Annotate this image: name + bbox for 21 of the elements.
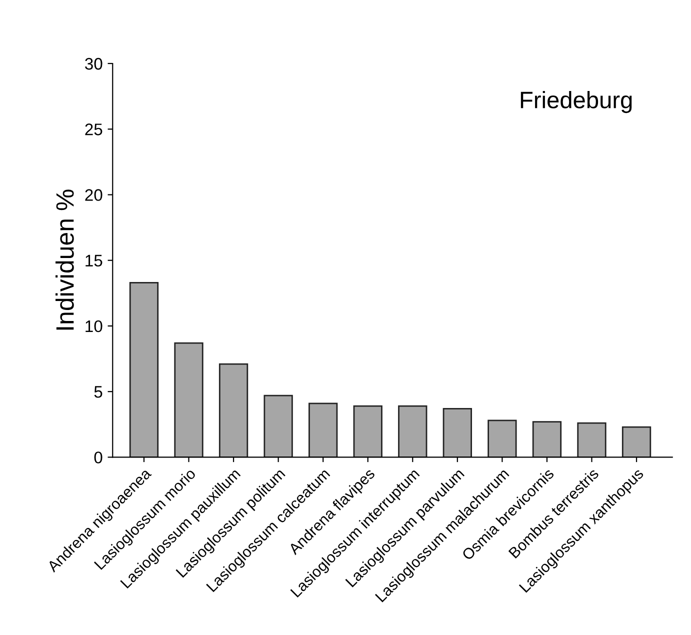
y-tick-label: 20: [85, 189, 102, 201]
bar: [488, 420, 517, 458]
annotation: Friedeburg: [520, 91, 632, 114]
y-tick-label: 10: [86, 320, 102, 332]
y-tick-label: 5: [94, 386, 102, 398]
bar: [353, 405, 382, 458]
bar: [129, 282, 159, 458]
y-tick-label: 30: [85, 58, 102, 70]
bar: [442, 408, 472, 458]
y-tick-label: 15: [86, 254, 102, 267]
y-tick-label: 25: [85, 124, 102, 136]
bar: [308, 402, 338, 458]
bar: [577, 422, 606, 458]
bar: [174, 342, 204, 458]
bar: [398, 405, 428, 458]
bar: [622, 426, 652, 458]
bar: [264, 394, 293, 458]
bar: [532, 421, 562, 458]
y-tick-label: 0: [94, 452, 102, 464]
bar: [218, 363, 248, 458]
y-axis-title: Individuen %: [56, 190, 74, 330]
